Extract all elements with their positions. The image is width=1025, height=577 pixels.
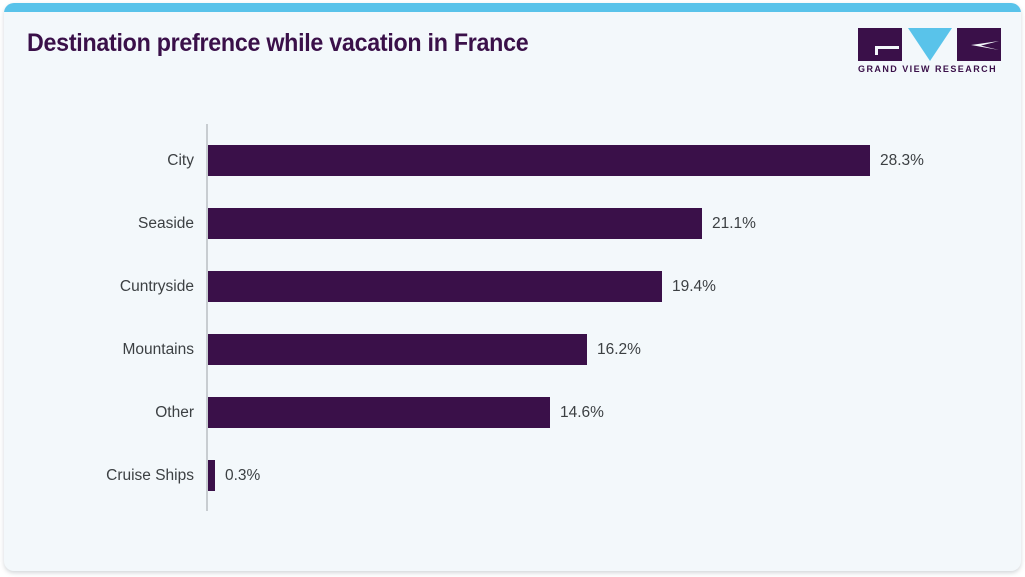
bar-row: City 28.3% — [4, 145, 1021, 176]
bar-chart-plot: City 28.3% Seaside 21.1% Cuntryside 19.4… — [4, 3, 1021, 571]
category-label: Cuntryside — [119, 278, 194, 295]
value-label: 0.3% — [225, 467, 261, 484]
value-label: 16.2% — [597, 341, 641, 358]
category-label: Cruise Ships — [106, 467, 194, 484]
y-axis-line — [206, 124, 208, 511]
top-accent-stripe — [4, 3, 1021, 12]
bar[interactable] — [208, 271, 662, 302]
category-label: Seaside — [137, 215, 194, 232]
category-label: Mountains — [122, 341, 194, 358]
chart-card: Destination prefrence while vacation in … — [4, 3, 1021, 571]
logo-g-block — [858, 28, 902, 61]
bar-row: Cuntryside 19.4% — [4, 271, 1021, 302]
logo-r-chevron-icon — [971, 40, 999, 52]
logo-g-notch-vertical — [875, 46, 878, 55]
bar-row: Mountains 16.2% — [4, 334, 1021, 365]
page-title: Destination prefrence while vacation in … — [27, 29, 529, 57]
logo-triangle-icon — [908, 28, 952, 61]
value-label: 19.4% — [672, 278, 716, 295]
logo-g-notch-horizontal — [875, 46, 899, 49]
value-label: 28.3% — [880, 152, 924, 169]
bar[interactable] — [208, 460, 215, 491]
value-label: 14.6% — [560, 404, 604, 421]
bar-row: Seaside 21.1% — [4, 208, 1021, 239]
bar[interactable] — [208, 145, 870, 176]
bar[interactable] — [208, 208, 702, 239]
bar[interactable] — [208, 334, 587, 365]
logo-marks — [855, 28, 1007, 61]
logo-wordmark: GRAND VIEW RESEARCH — [858, 64, 998, 74]
bar-row: Other 14.6% — [4, 397, 1021, 428]
category-label: Other — [155, 404, 194, 421]
bar[interactable] — [208, 397, 550, 428]
value-label: 21.1% — [712, 215, 756, 232]
bar-row: Cruise Ships 0.3% — [4, 460, 1021, 491]
grand-view-research-logo: GRAND VIEW RESEARCH — [855, 28, 1007, 80]
logo-r-chevron-svg — [971, 41, 999, 50]
category-label: City — [167, 152, 194, 169]
logo-r-block — [957, 28, 1001, 61]
